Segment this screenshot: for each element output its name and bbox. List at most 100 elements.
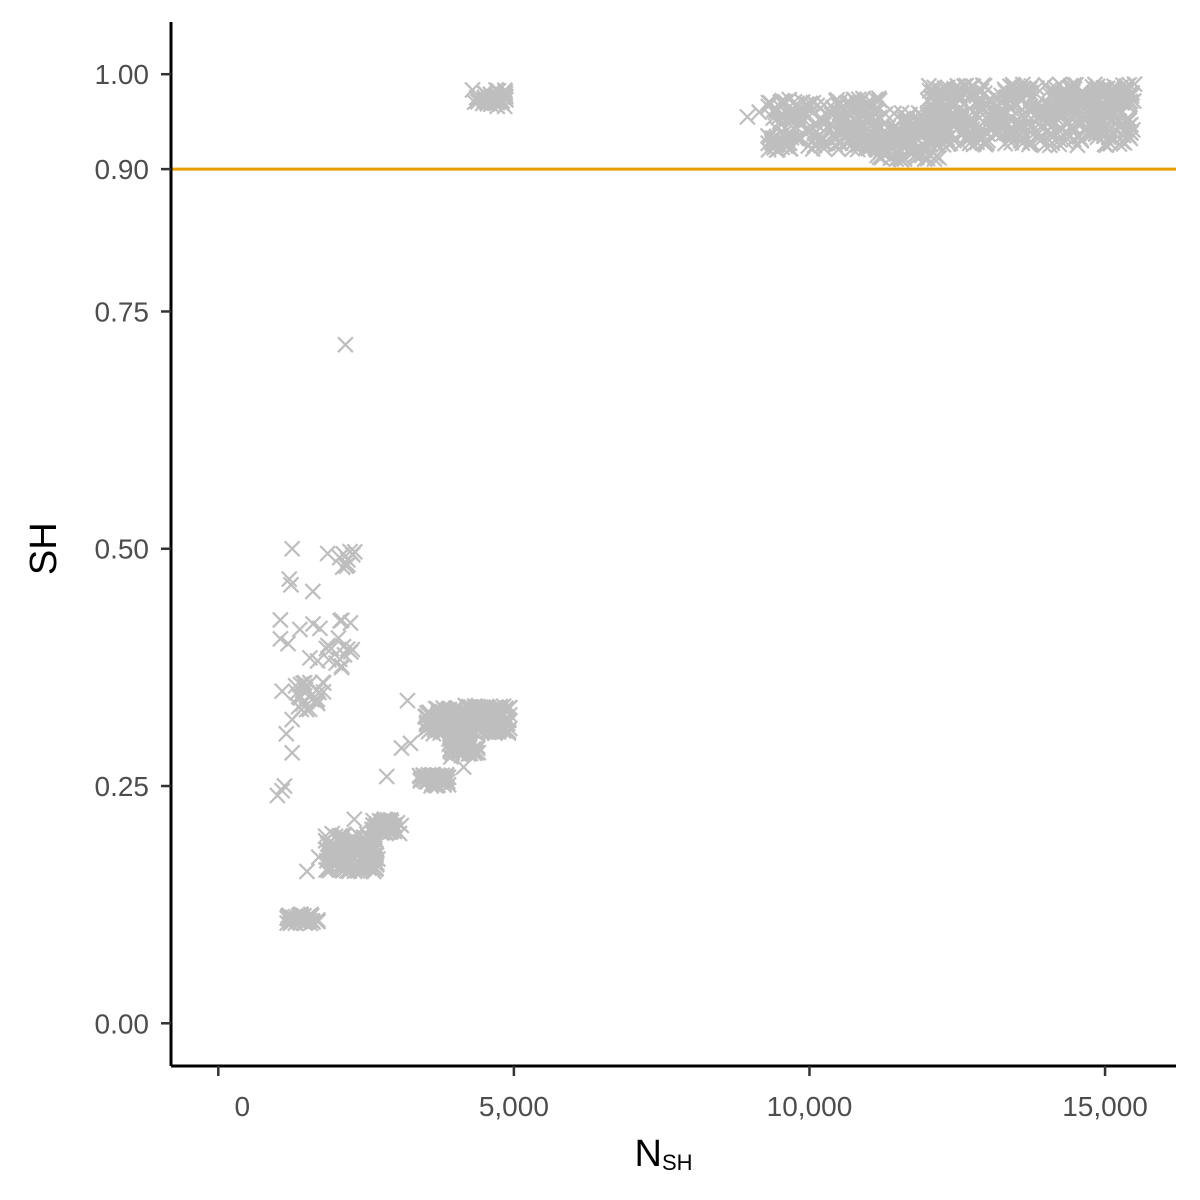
scatter-point — [1104, 112, 1121, 130]
scatter-point — [975, 134, 993, 151]
scatter-point — [1119, 113, 1136, 131]
scatter-point — [483, 715, 501, 733]
scatter-point — [295, 907, 313, 925]
scatter-point — [319, 637, 337, 654]
scatter-point — [1045, 115, 1063, 133]
scatter-point — [337, 336, 354, 353]
scatter-point — [319, 545, 336, 562]
scatter-point — [782, 108, 799, 126]
scatter-point — [1098, 136, 1115, 154]
scatter-point — [1078, 109, 1096, 126]
scatter-point — [839, 124, 857, 142]
scatter-point — [1012, 132, 1030, 150]
scatter-point — [344, 546, 362, 563]
scatter-point — [360, 858, 378, 876]
scatter-point — [333, 657, 350, 675]
scatter-point — [470, 744, 487, 762]
scatter-point — [879, 119, 897, 136]
scatter-point — [942, 97, 960, 114]
scatter-point — [815, 96, 833, 114]
x-axis-title: NSH — [634, 1133, 692, 1175]
scatter-point — [1070, 128, 1088, 146]
scatter-point — [337, 557, 355, 575]
scatter-point — [1074, 90, 1092, 108]
scatter-point — [368, 854, 386, 872]
scatter-point — [288, 684, 306, 702]
scatter-point — [1060, 90, 1077, 107]
scatter-point — [327, 828, 344, 845]
scatter-point — [1002, 130, 1020, 147]
scatter-point — [440, 711, 458, 728]
scatter-point — [402, 735, 419, 752]
x-tick-label: 0 — [235, 1091, 251, 1122]
scatter-point — [953, 110, 970, 128]
scatter-point — [345, 810, 363, 828]
y-tick-label: 0.00 — [95, 1008, 150, 1039]
scatter-point — [489, 94, 506, 111]
y-tick-label: 0.25 — [95, 771, 150, 802]
scatter-point — [944, 92, 961, 109]
scatter-point — [1041, 82, 1058, 99]
scatter-point — [781, 140, 799, 158]
scatter-point — [343, 641, 361, 658]
scatter-point — [864, 130, 881, 147]
x-tick-label: 15,000 — [1062, 1091, 1148, 1122]
scatter-point — [877, 105, 894, 123]
scatter-point — [759, 127, 777, 145]
x-tick-label: 10,000 — [767, 1091, 853, 1122]
scatter-point — [771, 113, 789, 130]
scatter-point — [1065, 76, 1083, 94]
scatter-point — [888, 131, 906, 149]
scatter-point — [334, 558, 351, 576]
scatter-point — [283, 540, 301, 558]
scatter-point — [936, 79, 953, 97]
scatter-point — [304, 615, 322, 633]
scatter-point — [276, 777, 293, 795]
scatter-point — [339, 640, 357, 658]
scatter-point — [824, 99, 842, 117]
scatter-point — [937, 116, 954, 134]
y-tick-label: 1.00 — [95, 59, 150, 90]
scatter-point — [287, 677, 304, 695]
scatter-point — [296, 674, 313, 692]
scatter-point — [290, 698, 307, 716]
scatter-point — [331, 549, 348, 566]
scatter-point — [272, 611, 289, 629]
scatter-point — [273, 682, 291, 700]
scatter-point — [887, 150, 905, 168]
y-tick-label: 0.90 — [95, 154, 150, 185]
scatter-point — [280, 907, 298, 924]
scatter-points — [269, 75, 1143, 932]
scatter-point — [924, 88, 941, 106]
axes — [169, 22, 1176, 1068]
scatter-point — [864, 115, 881, 133]
scatter-point — [378, 768, 396, 785]
scatter-point — [830, 97, 847, 114]
scatter-point — [1017, 118, 1035, 136]
scatter-point — [325, 856, 342, 874]
x-axis-title-subscript: SH — [662, 1150, 693, 1175]
x-axis-ticks: 0 5,000 10,000 15,000 — [217, 1066, 1148, 1122]
scatter-point — [464, 713, 482, 731]
scatter-point — [278, 725, 295, 743]
scatter-point — [971, 103, 989, 121]
y-tick-label: 0.75 — [95, 296, 150, 327]
scatter-point — [445, 728, 463, 746]
scatter-point — [479, 716, 497, 734]
x-axis-title-main: N — [634, 1133, 661, 1175]
y-axis-title: SH — [23, 522, 65, 575]
scatter-point — [941, 134, 959, 152]
scatter-point — [788, 95, 805, 113]
scatter-point — [377, 811, 394, 828]
scatter-point — [298, 863, 316, 880]
scatter-point — [279, 635, 297, 652]
scatter-point — [900, 121, 918, 138]
scatter-point — [1033, 130, 1051, 148]
scatter-point — [894, 130, 911, 147]
x-tick-label: 5,000 — [479, 1091, 549, 1122]
scatter-point — [750, 103, 768, 121]
scatter-point — [1096, 118, 1114, 135]
scatter-point — [1054, 89, 1072, 107]
scatter-point — [815, 135, 832, 153]
